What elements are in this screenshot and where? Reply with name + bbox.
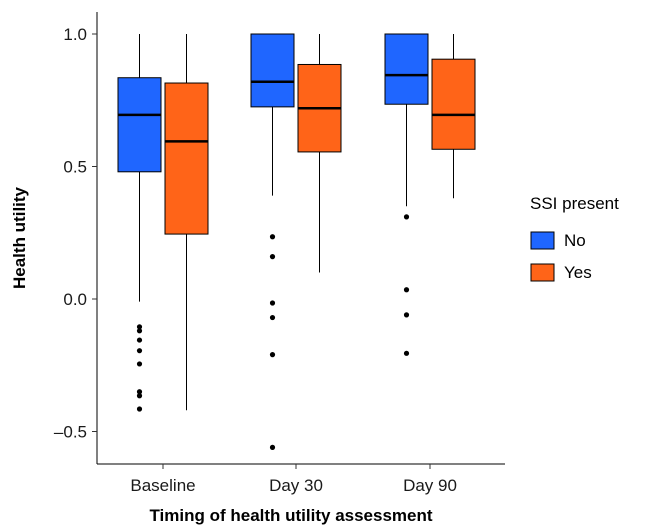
x-axis: Baseline Day 30 Day 90 xyxy=(97,463,505,495)
box xyxy=(164,82,209,235)
outlier-point xyxy=(269,234,276,240)
plot-area xyxy=(117,33,476,450)
box-group xyxy=(164,34,209,411)
y-tick-label: –0.5 xyxy=(54,423,87,442)
outlier-point xyxy=(403,350,410,356)
outlier-point xyxy=(136,337,143,343)
y-tick-label: 0.5 xyxy=(63,158,87,177)
outlier-point xyxy=(136,406,143,412)
box-group xyxy=(384,33,429,356)
box-group xyxy=(297,34,342,273)
outlier-point xyxy=(269,352,276,358)
box xyxy=(250,33,295,108)
y-axis: 1.0 0.5 0.0 –0.5 xyxy=(54,12,98,464)
box-group xyxy=(431,34,476,199)
outlier-point xyxy=(269,444,276,450)
outlier-point xyxy=(403,214,410,220)
x-tick-label: Baseline xyxy=(130,476,195,495)
legend-label: Yes xyxy=(564,263,592,282)
box xyxy=(431,58,476,150)
outlier-point xyxy=(403,312,410,318)
outlier-point xyxy=(269,300,276,306)
outlier-point xyxy=(136,348,143,354)
box xyxy=(117,77,162,173)
x-axis-title: Timing of health utility assessment xyxy=(149,506,432,525)
outlier-point xyxy=(136,324,143,330)
legend-key xyxy=(530,231,555,250)
outlier-point xyxy=(136,361,143,367)
outlier-point xyxy=(136,328,143,334)
legend-title: SSI present xyxy=(530,194,619,213)
outlier-point xyxy=(269,314,276,321)
outlier-point xyxy=(403,287,410,293)
x-tick-label: Day 30 xyxy=(269,476,323,495)
legend-key xyxy=(530,263,555,282)
x-tick-label: Day 90 xyxy=(403,476,457,495)
legend: SSI present No Yes xyxy=(530,194,619,282)
box-group xyxy=(117,34,162,412)
box-group xyxy=(250,33,295,450)
box xyxy=(384,33,429,105)
y-tick-label: 1.0 xyxy=(63,25,87,44)
outlier-point xyxy=(269,254,276,260)
outlier-point xyxy=(136,389,143,395)
y-tick-label: 0.0 xyxy=(63,290,87,309)
legend-label: No xyxy=(564,231,586,250)
y-axis-title: Health utility xyxy=(10,186,29,289)
outlier-point xyxy=(136,393,143,399)
